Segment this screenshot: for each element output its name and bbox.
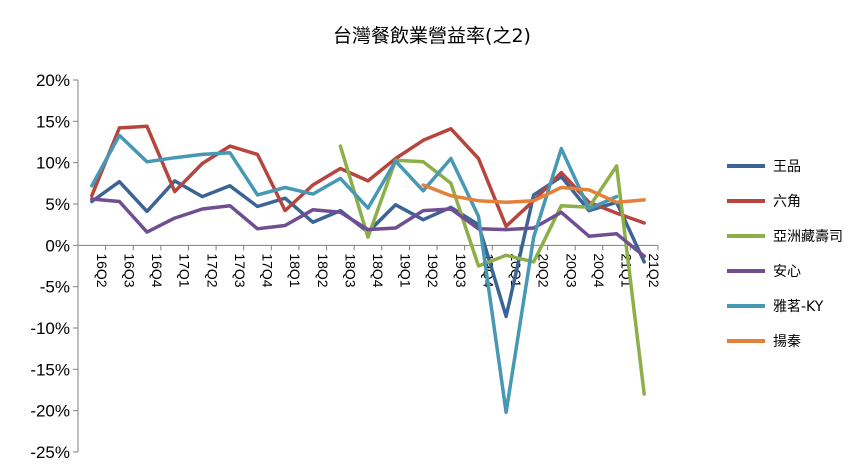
legend-label: 雅茗-KY [773, 299, 824, 315]
series-line-3 [90, 197, 646, 258]
y-tick-label: 20% [36, 71, 70, 90]
series-line-2 [338, 144, 646, 396]
x-tick-label: 17Q4 [260, 253, 276, 287]
y-tick-label: -5% [40, 278, 70, 297]
y-tick-label: 5% [45, 195, 70, 214]
y-tick-label: 0% [45, 236, 70, 255]
legend-label: 六角 [773, 194, 801, 210]
x-tick-label: 20Q2 [536, 253, 552, 287]
x-tick-label: 20Q3 [563, 253, 579, 287]
legend-label: 亞洲藏壽司 [773, 229, 843, 245]
x-axis: 16Q2 16Q3 16Q4 17Q1 17Q2 17Q3 17Q4 18Q1 18Q2 18Q3… [77, 244, 662, 288]
x-tick-label: 17Q3 [232, 253, 248, 287]
x-tick-label: 16Q3 [121, 253, 137, 287]
x-tick-label: 21Q2 [646, 253, 662, 287]
y-tick-label: -15% [30, 360, 70, 379]
series-line-4 [90, 133, 619, 415]
x-tick-label: 19Q2 [425, 253, 441, 287]
chart-title: 台灣餐飲業營益率(之2) [333, 25, 531, 47]
y-tick-label: 10% [36, 154, 70, 173]
series-layer [90, 124, 646, 415]
series-line-5 [421, 183, 646, 205]
legend-label: 安心 [773, 264, 801, 280]
y-tick-label: 15% [36, 112, 70, 131]
x-tick-label: 17Q1 [177, 253, 193, 287]
x-tick-label: 18Q4 [370, 253, 386, 287]
x-tick-label: 20Q4 [591, 253, 607, 287]
y-tick-label: -20% [30, 402, 70, 421]
x-tick-label: 19Q3 [453, 253, 469, 287]
x-tick-label: 16Q4 [149, 253, 165, 287]
y-tick-label: -10% [30, 319, 70, 338]
y-tick-label: -25% [30, 443, 70, 462]
legend-label: 王品 [773, 159, 801, 175]
x-tick-label: 19Q1 [398, 253, 414, 287]
x-tick-label: 16Q2 [94, 253, 110, 287]
legend-label: 揚秦 [773, 333, 801, 350]
y-axis: 20% 15% 10% 5% 0% -5% -10% -15% -20% -25% [30, 71, 79, 462]
x-tick-label: 18Q2 [315, 253, 331, 287]
x-tick-label: 18Q1 [287, 253, 303, 287]
series-line-0 [90, 174, 646, 319]
x-tick-label: 17Q2 [204, 253, 220, 287]
x-tick-label: 18Q3 [342, 253, 358, 287]
